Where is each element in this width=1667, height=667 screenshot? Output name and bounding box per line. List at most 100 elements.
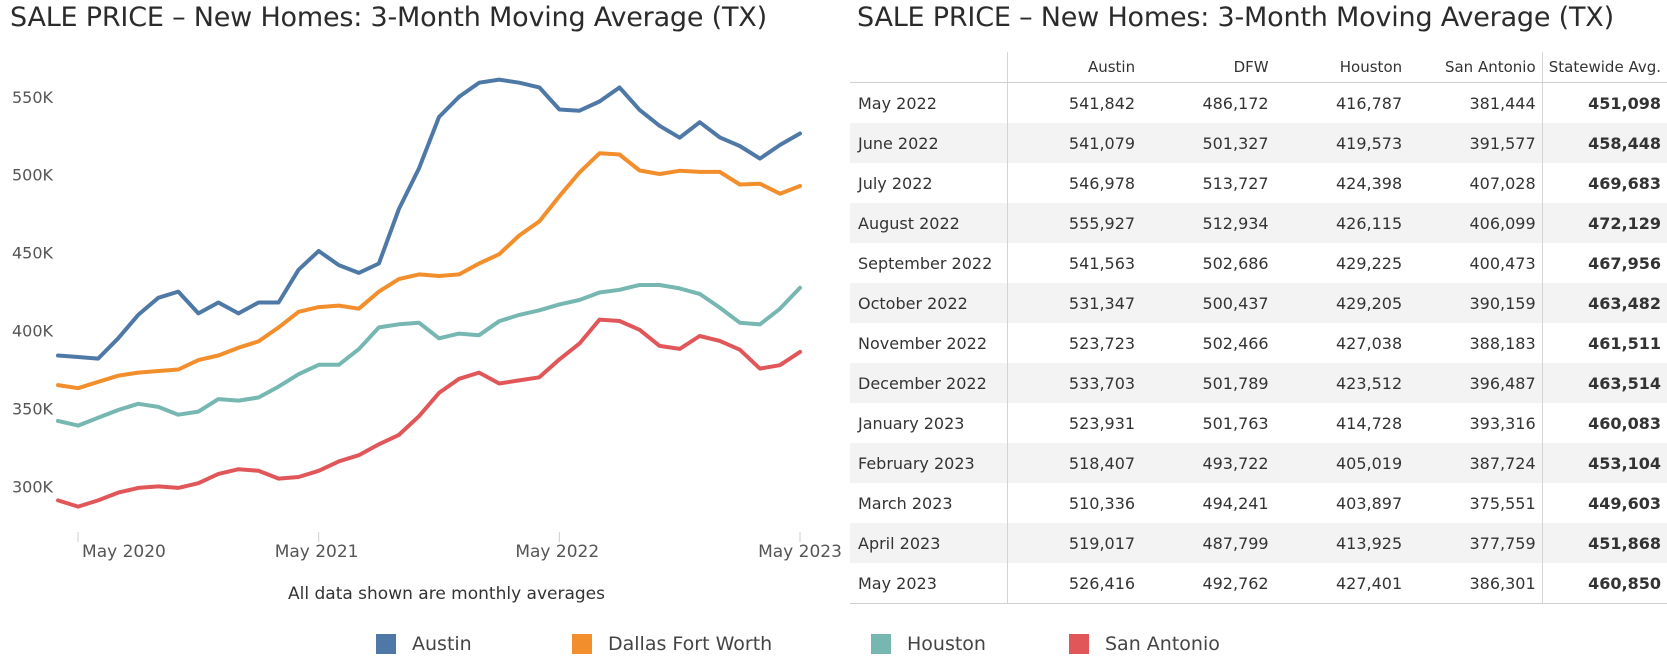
table-cell: 424,398 [1335, 173, 1403, 193]
table-row: May 2023 526,416 492,762 427,401 386,301 460,… [850, 563, 1667, 604]
table-cell: 486,172 [1202, 93, 1269, 113]
row-label: October 2022 [850, 283, 1008, 323]
legend-item-austin[interactable]: Austin [376, 633, 472, 655]
series-line-houston [56, 283, 802, 428]
legend-item-san-antonio[interactable]: San Antonio [1069, 633, 1220, 655]
column-header-dfw: DFW [1141, 52, 1275, 83]
table-cell: 426,115 [1274, 203, 1409, 243]
table-cell: 449,603 [1541, 483, 1667, 523]
y-tick-label: 300K [12, 477, 54, 496]
table-cell: 406,099 [1408, 203, 1543, 243]
table-cell: 546,978 [1068, 173, 1136, 193]
table-cell: 523,723 [1068, 333, 1136, 353]
table-body: May 2022 541,842 486,172 416,787 381,444 451,… [850, 82, 1667, 604]
row-label: July 2022 [850, 163, 1008, 203]
table-cell: 427,401 [1274, 563, 1409, 604]
table-row: November 2022 523,723 502,466 427,038 388,18… [850, 323, 1667, 363]
table-cell: 463,482 [1541, 283, 1667, 323]
table-cell: 502,686 [1202, 253, 1269, 273]
table-cell: 451,098 [1541, 82, 1667, 123]
legend-label-austin: Austin [412, 633, 472, 655]
chart-title: SALE PRICE – New Homes: 3-Month Moving A… [10, 2, 767, 33]
table-corner-cell [850, 52, 1008, 83]
table-cell: 512,934 [1141, 203, 1275, 243]
table-cell: 375,551 [1469, 493, 1536, 513]
table-cell: 387,724 [1408, 443, 1543, 483]
table-cell: 390,159 [1408, 283, 1543, 323]
row-label: May 2023 [850, 563, 1008, 604]
x-tick-label: May 2022 [515, 542, 599, 562]
row-label: June 2022 [850, 123, 1008, 163]
price-table: Austin DFW Houston San Antonio Statewide… [850, 52, 1667, 604]
table-row: February 2023 518,407 493,722 405,019 387,72… [850, 443, 1667, 483]
table-cell: 400,473 [1469, 253, 1536, 273]
x-tick-label: May 2021 [275, 542, 359, 562]
row-label: March 2023 [850, 483, 1008, 523]
table-cell: 467,956 [1541, 243, 1667, 283]
x-tick-label: May 2020 [82, 542, 166, 562]
y-tick-label: 500K [12, 166, 54, 185]
table-cell: 523,931 [1068, 413, 1136, 433]
table-cell: 405,019 [1274, 443, 1409, 483]
column-header-san-antonio: San Antonio [1408, 52, 1543, 83]
table-row: June 2022 541,079 501,327 419,573 391,577 458… [850, 123, 1667, 163]
table-cell: 414,728 [1335, 413, 1403, 433]
legend-swatch-san-antonio [1069, 634, 1089, 654]
table-cell: 458,448 [1541, 123, 1667, 163]
table-cell: 396,487 [1408, 363, 1543, 403]
table-cell: 393,316 [1469, 413, 1536, 433]
table-cell: 533,703 [1007, 363, 1142, 403]
legend-item-houston[interactable]: Houston [871, 633, 986, 655]
legend-swatch-houston [871, 634, 891, 654]
table-cell: 407,028 [1469, 173, 1536, 193]
table-cell: 502,466 [1202, 333, 1269, 353]
table-cell: 501,789 [1141, 363, 1275, 403]
legend-label-san-antonio: San Antonio [1105, 633, 1220, 655]
table-cell: 494,241 [1202, 493, 1269, 513]
table-row: April 2023 519,017 487,799 413,925 377,759 45… [850, 523, 1667, 563]
table-cell: 416,787 [1335, 93, 1403, 113]
table-row: March 2023 510,336 494,241 403,897 375,551 44… [850, 483, 1667, 523]
y-tick-label: 450K [12, 244, 54, 263]
row-label: January 2023 [850, 403, 1008, 443]
column-header-houston: Houston [1274, 52, 1409, 83]
table-cell: 501,327 [1141, 123, 1275, 163]
legend-swatch-austin [376, 634, 396, 654]
table-cell: 413,925 [1274, 523, 1409, 563]
table-row: August 2022 555,927 512,934 426,115 406,099 4… [850, 203, 1667, 243]
table-cell: 541,842 [1068, 93, 1136, 113]
table-header-row: Austin DFW Houston San Antonio Statewide… [850, 52, 1667, 83]
row-label: December 2022 [850, 363, 1008, 403]
y-tick-label: 550K [12, 88, 54, 107]
table-cell: 487,799 [1141, 523, 1275, 563]
table-cell: 541,079 [1007, 123, 1142, 163]
table-cell: 500,437 [1141, 283, 1275, 323]
row-label: November 2022 [850, 323, 1008, 363]
table-cell: 451,868 [1541, 523, 1667, 563]
table-cell: 423,512 [1274, 363, 1409, 403]
table-cell: 388,183 [1469, 333, 1536, 353]
legend-item-dfw[interactable]: Dallas Fort Worth [572, 633, 772, 655]
table-title: SALE PRICE – New Homes: 3-Month Moving A… [857, 2, 1614, 33]
table-cell: 541,563 [1068, 253, 1136, 273]
series-line-austin [56, 77, 802, 361]
table-row: October 2022 531,347 500,437 429,205 390,159… [850, 283, 1667, 323]
column-header-austin: Austin [1007, 52, 1142, 83]
legend: Austin Dallas Fort Worth Houston San Ant… [0, 633, 1667, 663]
table-cell: 427,038 [1335, 333, 1403, 353]
table-cell: 531,347 [1007, 283, 1142, 323]
y-tick-label: 400K [12, 322, 54, 341]
row-label: April 2023 [850, 523, 1008, 563]
table-row: May 2022 541,842 486,172 416,787 381,444 451,… [850, 82, 1667, 123]
column-header-statewide: Statewide Avg. [1541, 52, 1667, 83]
table-row: September 2022 541,563 502,686 429,225 400,4… [850, 243, 1667, 283]
table-cell: 391,577 [1408, 123, 1543, 163]
table-cell: 518,407 [1007, 443, 1142, 483]
line-chart: 300K 350K 400K 450K 500K 550K May 2020 May 2021… [12, 77, 842, 562]
table-cell: 555,927 [1007, 203, 1142, 243]
table-cell: 386,301 [1408, 563, 1543, 604]
table-row: January 2023 523,931 501,763 414,728 393,316… [850, 403, 1667, 443]
x-tick-label: May 2023 [758, 542, 842, 562]
legend-label-houston: Houston [907, 633, 986, 655]
series-line-san-antonio [56, 317, 802, 509]
